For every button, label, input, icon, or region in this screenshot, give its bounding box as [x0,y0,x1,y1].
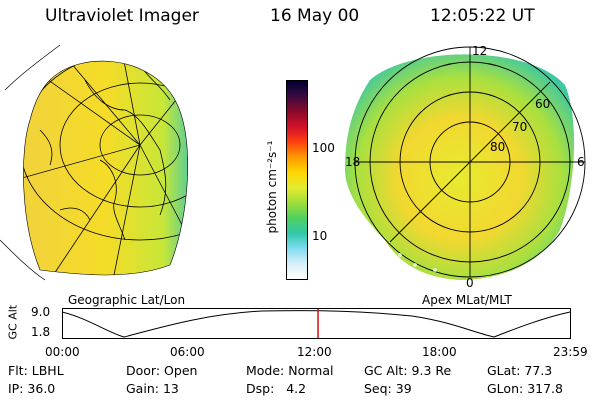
colorbar-unit-label: photon cm⁻²s⁻¹ [265,140,279,234]
polar-image [345,46,586,281]
polar-image-area [345,54,575,281]
altitude-plot [62,308,571,339]
mlt-label-12: 12 [472,44,488,58]
xtick-06: 06:00 [170,345,205,359]
xtick-00: 00:00 [45,345,80,359]
lat-label-60: 60 [535,97,551,111]
apex-panel-label: Apex MLat/MLT [422,293,512,307]
info-door: Door: Open [126,363,198,378]
geographic-disk [23,60,189,276]
info-seq: Seq: 39 [364,381,412,396]
altitude-tick-top: 9.0 [31,305,51,319]
altitude-curve [62,310,571,338]
colorbar-tick-10: 10 [312,229,328,243]
mlt-label-6: 6 [577,155,585,169]
xtick-12: 12:00 [297,345,332,359]
info-glat: GLat: 77.3 [487,363,553,378]
color-scale-bar [286,80,308,280]
mlt-label-18: 18 [345,155,361,169]
time-label: 12:05:22 UT [430,6,535,26]
geographic-panel-label: Geographic Lat/Lon [68,293,186,307]
info-dsp: Dsp: 4.2 [246,381,307,396]
xtick-18: 18:00 [422,345,457,359]
altitude-axis-label: GC Alt [6,304,20,340]
altitude-tick-bottom: 1.8 [31,325,51,339]
info-flt: Flt: LBHL [8,363,64,378]
geographic-image [0,44,189,281]
info-ip: IP: 36.0 [8,381,56,396]
lat-label-80: 80 [490,140,506,154]
info-glon: GLon: 317.8 [487,381,563,396]
xtick-2359: 23:59 [553,345,588,359]
color-scale-gradient [287,81,307,279]
date-label: 16 May 00 [270,6,360,26]
mlt-label-0: 0 [466,276,474,290]
colorbar-tick-100: 100 [312,141,335,155]
info-mode: Mode: Normal [246,363,334,378]
info-gc-alt: GC Alt: 9.3 Re [364,363,452,378]
lat-label-70: 70 [512,120,528,134]
instrument-title: Ultraviolet Imager [45,6,199,26]
info-gain: Gain: 13 [126,381,179,396]
